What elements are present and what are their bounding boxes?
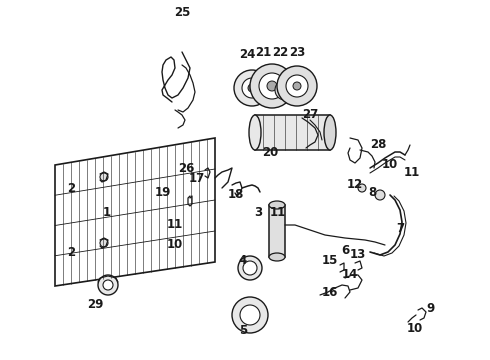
Circle shape [375, 190, 385, 200]
Text: 9: 9 [426, 302, 434, 315]
Text: 6: 6 [341, 243, 349, 256]
Text: 4: 4 [239, 253, 247, 266]
Circle shape [277, 66, 317, 106]
Circle shape [98, 275, 118, 295]
Bar [255, 115, 330, 150]
Text: 10: 10 [382, 158, 398, 171]
Circle shape [250, 64, 294, 108]
Ellipse shape [324, 115, 336, 150]
Circle shape [238, 256, 262, 280]
Text: 21: 21 [255, 45, 271, 58]
Text: 1: 1 [103, 206, 111, 219]
Text: 23: 23 [289, 45, 305, 58]
Circle shape [100, 239, 108, 247]
Text: 2: 2 [67, 181, 75, 194]
Circle shape [103, 280, 113, 290]
Circle shape [242, 78, 262, 98]
Text: 29: 29 [87, 298, 103, 311]
Text: 19: 19 [155, 186, 171, 199]
Text: 22: 22 [272, 45, 288, 58]
Ellipse shape [269, 201, 285, 209]
Text: 25: 25 [174, 5, 190, 18]
Text: 16: 16 [322, 285, 338, 298]
Circle shape [240, 305, 260, 325]
Circle shape [243, 261, 257, 275]
Text: 26: 26 [178, 162, 194, 175]
Text: 18: 18 [228, 189, 244, 202]
Text: 13: 13 [350, 248, 366, 261]
Ellipse shape [249, 115, 261, 150]
Circle shape [280, 85, 290, 95]
Circle shape [286, 75, 308, 97]
Ellipse shape [269, 253, 285, 261]
Circle shape [248, 84, 256, 92]
Text: 11: 11 [270, 206, 286, 219]
Circle shape [293, 82, 301, 90]
Text: 10: 10 [407, 321, 423, 334]
Text: 8: 8 [368, 185, 376, 198]
Text: 20: 20 [262, 147, 278, 159]
Text: 11: 11 [404, 166, 420, 179]
Text: 28: 28 [370, 139, 386, 152]
Polygon shape [55, 138, 215, 286]
Circle shape [232, 297, 268, 333]
Text: 17: 17 [189, 171, 205, 184]
Text: 15: 15 [322, 253, 338, 266]
Text: 12: 12 [347, 179, 363, 192]
Circle shape [100, 173, 108, 181]
Text: 3: 3 [254, 206, 262, 219]
Circle shape [234, 70, 270, 106]
Text: 10: 10 [167, 238, 183, 252]
Circle shape [275, 80, 295, 100]
Text: 7: 7 [396, 221, 404, 234]
Text: 14: 14 [342, 269, 358, 282]
Circle shape [358, 184, 366, 192]
Circle shape [267, 81, 277, 91]
Text: 5: 5 [239, 324, 247, 337]
Text: 24: 24 [239, 49, 255, 62]
Circle shape [259, 73, 285, 99]
Bar [269, 205, 285, 257]
Text: 2: 2 [67, 246, 75, 258]
Text: 27: 27 [302, 108, 318, 122]
Text: 11: 11 [167, 219, 183, 231]
